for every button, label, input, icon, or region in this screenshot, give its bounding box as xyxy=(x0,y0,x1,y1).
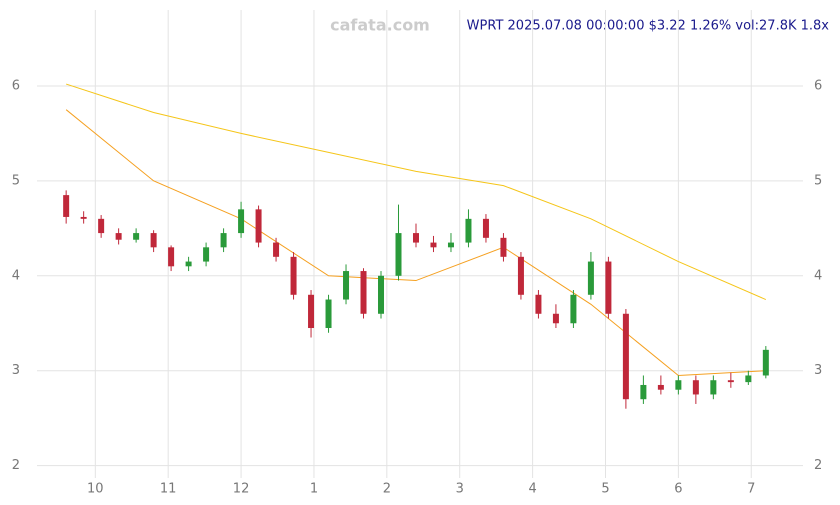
candle-body xyxy=(692,380,699,395)
candle-body xyxy=(203,247,210,262)
x-tick-label: 3 xyxy=(456,482,464,497)
candle-body xyxy=(325,299,332,329)
candle-body xyxy=(570,294,577,324)
candle-body xyxy=(535,294,542,314)
candle-body xyxy=(482,218,489,238)
candle-body xyxy=(273,242,280,257)
candle-body xyxy=(727,380,734,383)
candle-body xyxy=(360,271,367,314)
x-tick-label: 1 xyxy=(310,482,318,497)
candle-body xyxy=(710,380,717,395)
y-tick-label-right: 6 xyxy=(814,78,822,93)
candle-body xyxy=(412,233,419,243)
candle-body xyxy=(395,233,402,276)
y-tick-label-right: 5 xyxy=(814,173,822,188)
x-tick-label: 11 xyxy=(160,482,177,497)
x-tick-label: 10 xyxy=(87,482,104,497)
candle-body xyxy=(168,247,175,267)
x-tick-label: 2 xyxy=(383,482,391,497)
candle-body xyxy=(238,209,245,234)
candle-body xyxy=(308,294,315,329)
x-tick-label: 6 xyxy=(674,482,682,497)
candle-body xyxy=(587,261,594,295)
candle-body xyxy=(343,271,350,300)
candle-body xyxy=(150,233,157,248)
candle-body xyxy=(80,216,87,219)
x-tick-label: 5 xyxy=(601,482,609,497)
chart-title: WPRT 2025.07.08 00:00:00 $3.22 1.26% vol… xyxy=(467,19,830,34)
candle-body xyxy=(255,209,262,243)
candle-body xyxy=(745,375,752,383)
moving-average xyxy=(65,109,766,376)
candle-body xyxy=(430,242,437,248)
candle-body xyxy=(63,195,70,217)
y-tick-label: 5 xyxy=(12,173,20,188)
y-tick-label-right: 2 xyxy=(814,458,822,473)
candle-body xyxy=(517,256,524,295)
y-tick-label: 6 xyxy=(12,78,20,93)
moving-average xyxy=(65,83,767,300)
y-tick-label-right: 4 xyxy=(814,268,822,283)
candle-body xyxy=(552,313,559,324)
x-tick-label: 4 xyxy=(528,482,536,497)
candle-body xyxy=(115,233,122,240)
candle-body xyxy=(98,218,105,234)
candle-body xyxy=(622,313,629,400)
candle-body xyxy=(762,349,769,376)
y-tick-label: 3 xyxy=(12,363,20,378)
candle-body xyxy=(657,384,664,390)
candle-body xyxy=(290,256,297,295)
candle-body xyxy=(640,384,647,400)
x-tick-label: 7 xyxy=(747,482,755,497)
y-tick-label-right: 3 xyxy=(814,363,822,378)
candle-body xyxy=(675,380,682,390)
y-tick-label: 4 xyxy=(12,268,20,283)
candle-body xyxy=(133,233,140,240)
candle-body xyxy=(465,218,472,243)
candle-body xyxy=(220,233,227,248)
candle-body xyxy=(500,237,507,257)
y-tick-label: 2 xyxy=(12,458,20,473)
candle-body xyxy=(185,261,192,267)
x-tick-label: 12 xyxy=(233,482,250,497)
watermark: cafata.com xyxy=(330,16,430,35)
candle-body xyxy=(447,242,454,248)
candle-body xyxy=(378,275,385,314)
candle-body xyxy=(605,261,612,314)
